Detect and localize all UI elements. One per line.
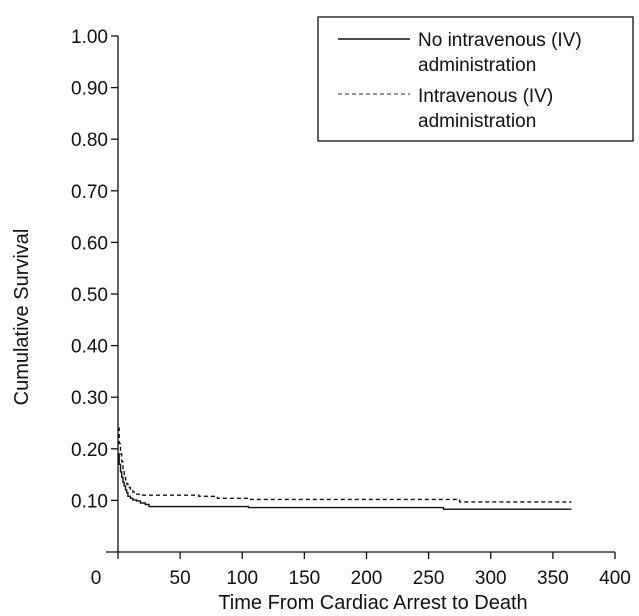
y-tick-label: 0.80	[71, 130, 108, 151]
legend-label-no-iv: No intravenous (IV) administration	[418, 30, 587, 76]
x-ticks: 0 50 100 150 200 250 300 350 400	[91, 552, 631, 589]
legend: No intravenous (IV) administration Intra…	[317, 16, 634, 142]
series-line-iv	[118, 427, 572, 503]
y-tick-label: 0.70	[71, 182, 108, 203]
y-ticks: 0.10 0.20 0.30 0.40 0.50 0.60 0.70 0.80 0.90 1.00	[71, 27, 118, 512]
y-tick-label: 0.60	[71, 233, 108, 254]
x-tick-label: 250	[413, 568, 445, 589]
series-line-no-iv	[118, 453, 572, 510]
series-group	[118, 427, 572, 510]
y-axis-title: Cumulative Survival	[11, 229, 33, 406]
y-tick-label: 1.00	[71, 27, 108, 48]
y-tick-label: 0.40	[71, 337, 108, 358]
x-tick-label: 50	[170, 568, 191, 589]
x-axis-title: Time From Cardiac Arrest to Death	[218, 592, 527, 614]
x-tick-label: 400	[599, 568, 631, 589]
x-tick-label: 100	[226, 568, 258, 589]
y-tick-label: 0.10	[71, 491, 108, 512]
y-tick-label: 0.20	[71, 440, 108, 461]
legend-box	[317, 16, 634, 142]
x-tick-label: 200	[351, 568, 383, 589]
y-tick-label: 0.90	[71, 79, 108, 100]
y-tick-label: 0.50	[71, 285, 108, 306]
legend-label-iv: Intravenous (IV) administration	[418, 86, 558, 132]
x-tick-label: 350	[537, 568, 569, 589]
x-tick-label: 300	[475, 568, 507, 589]
x-tick-label: 0	[91, 568, 102, 589]
y-tick-label: 0.30	[71, 388, 108, 409]
x-tick-label: 150	[289, 568, 321, 589]
